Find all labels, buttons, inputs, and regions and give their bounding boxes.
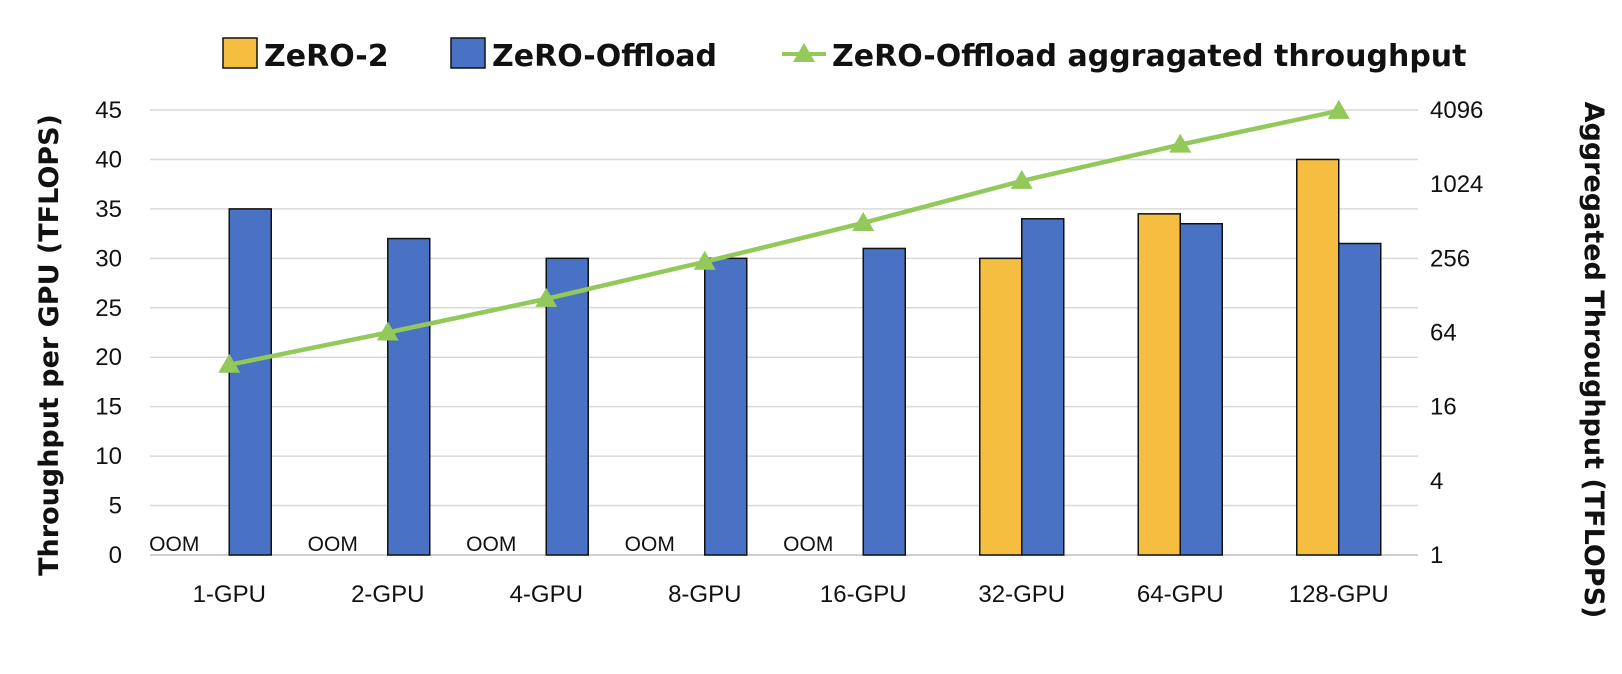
y-tick-label: 5 [109, 493, 122, 520]
bar-zero-offload [1179, 222, 1223, 556]
aggregated-line [218, 99, 1350, 373]
y2-tick-label: 256 [1430, 245, 1470, 272]
y-tick-label: 25 [95, 295, 122, 322]
oom-label: OOM [783, 533, 833, 556]
x-tick-label: 128-GPU [1289, 581, 1389, 608]
bar-zero-offload [1338, 242, 1382, 556]
aggregated-point [218, 353, 241, 373]
bars [228, 158, 1382, 556]
oom-label: OOM [625, 533, 675, 556]
bar-zero2 [1296, 158, 1340, 556]
y-tick-label: 10 [95, 443, 122, 470]
y-tick-label: 0 [109, 542, 122, 569]
bar-zero2 [1137, 213, 1181, 556]
x-tick-label: 8-GPU [668, 581, 741, 608]
legend-label-zero2: ZeRO-2 [264, 39, 389, 74]
aggregated-point [693, 250, 716, 270]
x-tick-label: 16-GPU [820, 581, 907, 608]
x-tick-label: 2-GPU [351, 581, 424, 608]
y2-axis-title: Aggregated Throughput (TFLOPS) [1578, 102, 1609, 619]
aggregated-point [1010, 169, 1033, 189]
aggregated-point [852, 211, 875, 231]
x-tick-label: 32-GPU [978, 581, 1065, 608]
aggregated-point [535, 287, 558, 307]
aggregated-throughput-line [228, 108, 1340, 367]
aggregated-point [376, 321, 399, 341]
bar-zero-offload [387, 237, 431, 556]
oom-label: OOM [149, 533, 199, 556]
y2-tick-label: 1024 [1430, 171, 1483, 198]
y2-tick-label: 1 [1430, 542, 1443, 569]
legend-marker-aggregated [793, 43, 815, 62]
bar-zero2 [979, 257, 1023, 556]
bar-zero-offload [1021, 218, 1065, 556]
legend-swatch-zero2 [222, 37, 258, 69]
x-tick-label: 1-GPU [193, 581, 266, 608]
bar-zero-offload [228, 208, 272, 556]
y2-tick-label: 4096 [1430, 97, 1483, 124]
y2-tick-label: 16 [1430, 394, 1457, 421]
legend-label-aggregated: ZeRO-Offload aggragated throughput [832, 39, 1467, 74]
y-tick-label: 20 [95, 344, 122, 371]
oom-labels: OOM OOM OOM OOM OOM [149, 533, 833, 556]
y-axis-ticks: 0 5 10 15 20 25 30 35 40 45 [95, 97, 122, 569]
y2-tick-label: 64 [1430, 320, 1457, 347]
oom-label: OOM [466, 533, 516, 556]
y2-axis-ticks: 1 4 16 64 256 1024 4096 [1430, 97, 1483, 569]
bar-zero-offload [704, 257, 748, 556]
aggregated-point [1169, 133, 1192, 153]
y-tick-label: 15 [95, 394, 122, 421]
y2-tick-label: 4 [1430, 468, 1443, 495]
gridlines [150, 109, 1418, 556]
y-tick-label: 40 [95, 146, 122, 173]
x-tick-label: 4-GPU [510, 581, 583, 608]
bar-zero-offload [545, 257, 589, 556]
y-tick-label: 30 [95, 245, 122, 272]
y-axis-title: Throughput per GPU (TFLOPS) [34, 114, 65, 576]
oom-label: OOM [308, 533, 358, 556]
legend: ZeRO-2 ZeRO-Offload ZeRO-Offload aggraga… [222, 37, 1467, 74]
legend-label-zero-offload: ZeRO-Offload [492, 39, 717, 74]
bar-zero-offload [862, 247, 906, 556]
y-tick-label: 45 [95, 97, 122, 124]
x-axis-ticks: 1-GPU 2-GPU 4-GPU 8-GPU 16-GPU 32-GPU 64-GPU 12… [193, 581, 1389, 608]
x-tick-label: 64-GPU [1137, 581, 1224, 608]
y-tick-label: 35 [95, 196, 122, 223]
legend-swatch-zero-offload [450, 37, 486, 69]
aggregated-point [1327, 99, 1350, 119]
